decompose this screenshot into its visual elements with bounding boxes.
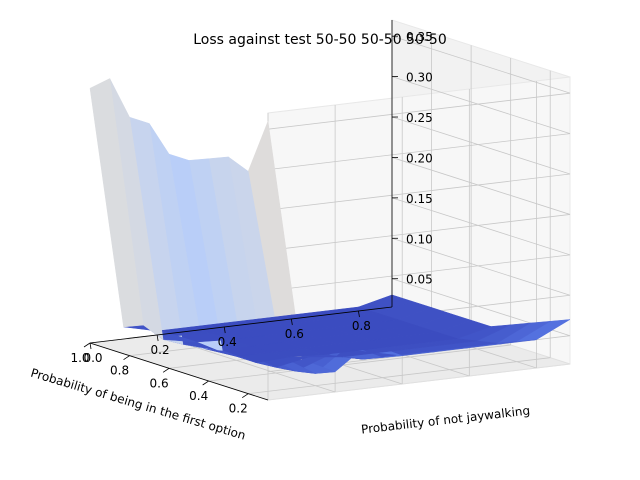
z-tick-label: 0.30 bbox=[406, 71, 433, 85]
side-gridline-z bbox=[267, 133, 571, 170]
side-gridline-z bbox=[267, 254, 571, 292]
surface-patch bbox=[89, 78, 144, 328]
x-tick-mark bbox=[162, 368, 170, 373]
side-gridline-z bbox=[267, 92, 571, 130]
y-axis-label: Probability of not jaywalking bbox=[360, 403, 530, 436]
z-tick-label: 0.25 bbox=[406, 111, 433, 125]
x-tick-mark bbox=[83, 342, 91, 348]
x-tick-label: 1.0 bbox=[70, 351, 89, 365]
side-gridline-z bbox=[267, 173, 571, 211]
x-tick-label: 0.6 bbox=[150, 376, 169, 390]
back-gridline-z bbox=[391, 197, 571, 256]
y-tick-mark bbox=[358, 310, 360, 318]
surface-mesh bbox=[89, 78, 571, 374]
axis-lines bbox=[89, 20, 393, 401]
x-tick-label: 0.4 bbox=[189, 389, 208, 403]
y-axis-line bbox=[89, 306, 393, 344]
back-gridline-z bbox=[391, 157, 571, 215]
x-tick-mark bbox=[202, 380, 209, 386]
y-tick-label: 0.4 bbox=[218, 335, 237, 349]
y-tick-label: 0.8 bbox=[352, 319, 371, 333]
back-gridline-z bbox=[391, 237, 571, 296]
y-tick-mark bbox=[223, 326, 226, 334]
x-axis-line bbox=[89, 342, 269, 401]
chart-title: Loss against test 50-50 50-50 50-50 bbox=[193, 32, 446, 48]
y-tick-label: 0.2 bbox=[151, 343, 170, 357]
floor-gridline-x bbox=[208, 344, 511, 382]
y-tick-mark bbox=[290, 318, 293, 326]
y-tick-label: 0.6 bbox=[285, 327, 304, 341]
back-gridline-z bbox=[391, 35, 571, 94]
z-tick-label: 0.35 bbox=[406, 30, 433, 44]
y-tick-mark bbox=[156, 334, 159, 342]
back-gridline-z bbox=[391, 116, 571, 175]
side-gridline-z bbox=[267, 214, 571, 251]
z-tick-label: 0.05 bbox=[406, 273, 433, 287]
z-tick-label: 0.20 bbox=[406, 151, 433, 165]
x-tick-label: 0.8 bbox=[110, 364, 129, 378]
x-tick-mark bbox=[242, 393, 249, 398]
z-tick-label: 0.10 bbox=[406, 232, 433, 246]
back-gridline-z bbox=[391, 76, 571, 134]
floor-gridline-x bbox=[248, 357, 551, 395]
axis-ticks: 0.2 0.4 0.6 0.8 1.00.0 0.2 0.4 0.6 0.8 0.05 0.10 0.… bbox=[70, 30, 432, 416]
x-tick-mark bbox=[123, 355, 130, 360]
x-tick-label: 0.2 bbox=[229, 402, 248, 416]
z-tick-label: 0.15 bbox=[406, 192, 433, 206]
y-tick-mark bbox=[89, 342, 92, 350]
y-tick-label: 0.0 bbox=[83, 351, 102, 365]
